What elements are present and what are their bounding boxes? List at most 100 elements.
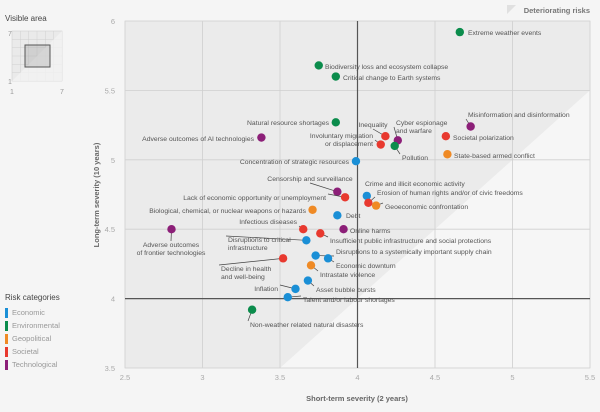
risk-point[interactable] — [390, 141, 399, 151]
legend-item-economic[interactable]: Economic — [5, 306, 60, 319]
risk-label-line: Economic downturn — [336, 263, 396, 270]
risk-point-group[interactable]: Adverse outcomes of frontier technologies — [137, 225, 206, 257]
risk-point[interactable] — [311, 251, 320, 260]
risk-point[interactable] — [333, 187, 342, 196]
risk-point[interactable] — [371, 201, 381, 210]
risk-point[interactable] — [278, 254, 288, 263]
risk-point[interactable] — [314, 61, 323, 70]
risk-point-group[interactable]: Concentration of strategic resources — [240, 156, 361, 166]
risk-point[interactable] — [316, 229, 325, 238]
visible-area-window[interactable] — [24, 44, 51, 68]
risk-point[interactable] — [331, 72, 340, 81]
risk-point[interactable] — [364, 198, 373, 208]
risk-point-group[interactable]: Misinformation and disinformation — [465, 112, 570, 131]
risk-point[interactable] — [257, 133, 266, 142]
risk-point-group[interactable]: State-based armed conflict — [443, 150, 535, 160]
risk-point-group[interactable]: Biodiversity loss and ecosystem collapse — [314, 61, 449, 71]
risk-label-line: Asset bubble bursts — [316, 287, 376, 294]
risk-label: Insufficient public infrastructure and s… — [330, 238, 492, 245]
risk-point[interactable] — [376, 140, 385, 149]
visible-area-minimap[interactable]: 7 1 1 7 — [8, 28, 68, 98]
legend-item-environmental[interactable]: Environmental — [5, 319, 60, 332]
risk-point[interactable] — [466, 122, 475, 131]
risk-point[interactable] — [247, 305, 257, 314]
risk-point[interactable] — [381, 132, 390, 141]
risk-label: Infectious diseases — [239, 219, 297, 226]
legend-item-geopolitical[interactable]: Geopolitical — [5, 332, 60, 345]
risk-point-group[interactable]: Inflation — [254, 284, 300, 294]
risk-label: Inflation — [254, 286, 278, 293]
risk-point-group[interactable]: Insufficient public infrastructure and s… — [316, 229, 492, 245]
risk-point-group[interactable]: Pollution — [390, 141, 429, 162]
risk-point[interactable] — [340, 193, 350, 202]
legend: Risk categories Economic Environmental G… — [5, 293, 60, 371]
risk-point[interactable] — [283, 293, 292, 302]
risk-point[interactable] — [323, 254, 333, 263]
risk-label-line: Misinformation and disinformation — [468, 112, 570, 119]
risk-point-group[interactable]: Crime and illicit economic activity — [362, 181, 466, 201]
legend-item-societal[interactable]: Societal — [5, 345, 60, 358]
legend-item-technological[interactable]: Technological — [5, 358, 60, 371]
risk-label: Inequality — [358, 122, 388, 129]
y-axis-label: Long-term severity (10 years) — [92, 142, 101, 247]
risk-label: Online harms — [350, 228, 391, 235]
risk-point[interactable] — [167, 225, 176, 234]
risk-label-line: or displacement — [325, 141, 373, 148]
risk-point[interactable] — [443, 150, 452, 159]
risk-point-group[interactable]: Online harms — [339, 225, 391, 235]
risk-point[interactable] — [339, 225, 348, 234]
risk-label: Disruptions to critical infrastructure — [228, 237, 291, 252]
risk-label-line: Critical change to Earth systems — [343, 75, 441, 82]
risk-point[interactable] — [362, 191, 371, 201]
risk-point-group[interactable]: Societal polarization — [441, 132, 514, 142]
risk-point[interactable] — [455, 27, 464, 37]
risk-point-group[interactable]: Censorship and surveillance — [267, 176, 353, 196]
risk-label-line: Biodiversity loss and ecosystem collapse — [325, 64, 448, 71]
risk-point-group[interactable]: Lack of economic opportunity or unemploy… — [183, 193, 350, 202]
risk-point-group[interactable]: Geoeconomic confrontation — [371, 201, 468, 211]
risk-label-line: Talent and/or labour shortages — [303, 297, 395, 304]
risk-label-line: Censorship and surveillance — [267, 176, 353, 183]
risk-point[interactable] — [351, 156, 361, 166]
legend-label: Environmental — [12, 321, 60, 330]
risk-point-group[interactable]: Disruptions to critical infrastructure — [225, 235, 311, 252]
risk-label: Pollution — [402, 155, 428, 162]
risk-point-group[interactable]: Intrastate violence — [306, 261, 376, 279]
risk-point[interactable] — [308, 205, 317, 214]
legend-label: Technological — [12, 360, 58, 369]
risk-point[interactable] — [331, 118, 340, 127]
risk-point[interactable] — [303, 276, 313, 285]
risk-point-group[interactable]: Infectious diseases — [239, 219, 308, 234]
risk-point-group[interactable]: Natural resource shortages — [247, 118, 340, 127]
risk-point-group[interactable]: Adverse outcomes of AI technologies — [142, 133, 266, 143]
legend-swatch — [5, 307, 8, 318]
risk-point-group[interactable]: Involuntary migration or displacement — [310, 133, 385, 149]
risk-point-group[interactable]: Non-weather related natural disasters — [247, 305, 364, 329]
risk-point-group[interactable]: Decline in health and well-being — [218, 254, 288, 281]
risk-label-line: Societal polarization — [453, 135, 514, 142]
y-tick-label: 4 — [111, 295, 115, 304]
risk-point[interactable] — [291, 284, 300, 294]
risk-point-group[interactable]: Talent and/or labour shortages — [283, 293, 396, 304]
risk-point[interactable] — [299, 225, 308, 234]
risk-point-group[interactable]: Extreme weather events — [455, 27, 542, 37]
leader-line — [225, 235, 307, 241]
risk-point[interactable] — [333, 211, 342, 220]
x-tick-label: 4 — [355, 373, 359, 382]
minimap-x-max: 7 — [60, 89, 64, 96]
risk-point-group[interactable]: Economic downturn — [323, 254, 396, 270]
risk-point-group[interactable]: Biological, chemical, or nuclear weapons… — [149, 205, 317, 215]
risk-point-group[interactable]: Debt — [333, 211, 360, 220]
risk-point[interactable] — [441, 132, 451, 141]
risk-label-line: infrastructure — [228, 245, 268, 252]
risk-point-group[interactable]: Inequality — [358, 122, 390, 141]
risk-point[interactable] — [302, 236, 311, 245]
risk-label: Adverse outcomes of AI technologies — [142, 136, 254, 143]
risk-point-group[interactable]: Critical change to Earth systems — [331, 72, 441, 82]
y-tick-label: 6 — [111, 17, 115, 26]
risk-label: Concentration of strategic resources — [240, 159, 350, 166]
risk-point[interactable] — [306, 261, 316, 270]
risk-point-group[interactable]: Erosion of human rights and/or of civic … — [364, 190, 523, 208]
risk-label: Decline in health and well-being — [221, 266, 271, 281]
risk-point-group[interactable]: Asset bubble bursts — [303, 276, 377, 294]
